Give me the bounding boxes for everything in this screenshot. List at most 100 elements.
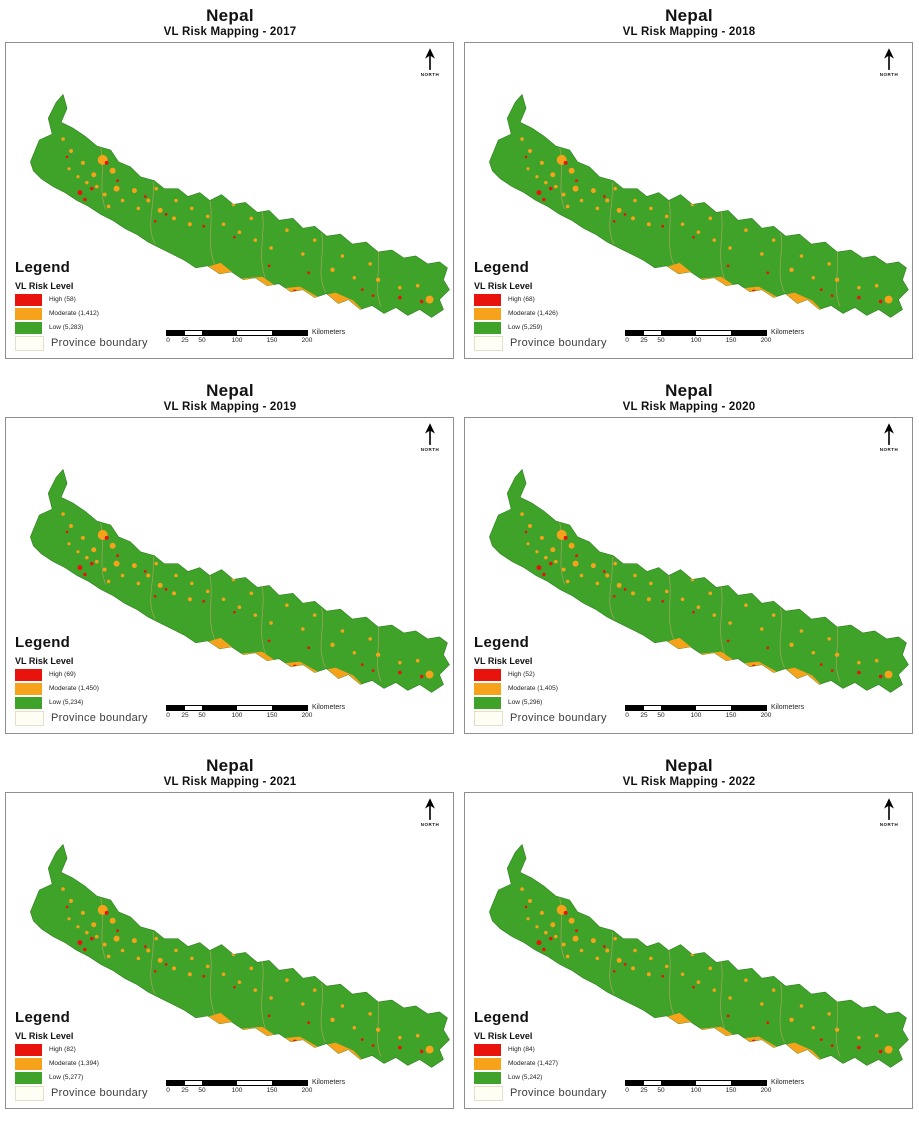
province-boundary-swatch [474,710,503,726]
map-frame: NORTH Legend VL Risk Level High (52) Mod… [464,416,913,734]
scale-tick: 25 [181,336,189,344]
scale-segment [184,330,202,335]
moderate-risk-label: Moderate (1,412) [49,310,99,318]
north-label: NORTH [420,821,440,827]
scale-tick: 50 [198,336,206,344]
low-risk-label: Low (5,242) [508,1074,543,1082]
scale-segment [272,330,307,335]
moderate-risk-label: Moderate (1,405) [508,685,558,693]
scale-segment [202,1080,237,1085]
province-boundary-label: Province boundary [51,712,148,725]
legend-item-high: High (82) [15,1043,148,1056]
moderate-risk-swatch [474,682,501,695]
north-arrow: NORTH [875,48,903,77]
north-arrow: NORTH [875,423,903,452]
scale-tick: 100 [231,711,243,719]
panel-title: Nepal [206,6,254,25]
moderate-risk-label: Moderate (1,450) [49,685,99,693]
legend-item-moderate: Moderate (1,394) [15,1057,148,1070]
legend-item-moderate: Moderate (1,426) [474,307,607,320]
low-risk-swatch [474,1071,501,1084]
scale-segment [731,330,766,335]
scale-segment [237,705,272,710]
scale-tick: 0 [166,336,170,344]
legend-item-low: Low (5,296) [474,696,607,709]
scale-bar-segments [166,329,308,336]
scale-tick: 150 [725,711,737,719]
scale-segment [184,1080,202,1085]
legend-item-moderate: Moderate (1,427) [474,1057,607,1070]
map-frame: NORTH Legend VL Risk Level High (82) Mod… [5,791,454,1109]
low-risk-label: Low (5,277) [49,1074,84,1082]
legend-heading: Legend [15,633,71,651]
map-panel-2018: Nepal VL Risk Mapping - 2018 NORTH Legen… [464,0,914,375]
province-boundary-label: Province boundary [510,337,607,350]
legend-heading: Legend [474,633,530,651]
low-risk-label: Low (5,234) [49,699,84,707]
scale-tick: 200 [301,336,313,344]
legend-item-province-boundary: Province boundary [15,710,148,726]
scale-tick: 0 [625,336,629,344]
legend-item-moderate: Moderate (1,450) [15,682,148,695]
legend-item-province-boundary: Province boundary [15,1085,148,1101]
scale-unit-label: Kilometers [771,703,805,711]
north-arrow-icon [884,798,894,820]
panel-subtitle: VL Risk Mapping - 2021 [163,775,297,788]
moderate-risk-swatch [474,1057,501,1070]
legend-heading: Legend [15,1008,71,1026]
province-boundary-swatch [474,335,503,351]
low-risk-label: Low (5,296) [508,699,543,707]
scale-segment [696,1080,731,1085]
panel-subtitle: VL Risk Mapping - 2017 [163,25,297,38]
legend-subheading: VL Risk Level [474,280,533,291]
scale-segment [202,705,237,710]
scale-segment [661,705,696,710]
legend-item-high: High (58) [15,293,148,306]
scale-tick: 50 [198,711,206,719]
legend: Legend VL Risk Level High (82) Moderate … [15,1009,148,1103]
scale-tick: 200 [301,711,313,719]
north-label: NORTH [879,446,899,452]
moderate-risk-swatch [474,307,501,320]
province-boundary-swatch [15,1085,44,1101]
moderate-risk-label: Moderate (1,394) [49,1060,99,1068]
scale-tick: 100 [690,336,702,344]
north-arrow: NORTH [416,798,444,827]
scale-segment [643,330,661,335]
low-risk-swatch [474,696,501,709]
north-label: NORTH [879,71,899,77]
legend-item-province-boundary: Province boundary [474,335,607,351]
scale-tick: 200 [760,711,772,719]
scale-segment [696,330,731,335]
legend-item-low: Low (5,242) [474,1071,607,1084]
legend-item-high: High (84) [474,1043,607,1056]
legend-item-low: Low (5,283) [15,321,148,334]
legend-item-low: Low (5,234) [15,696,148,709]
north-label: NORTH [420,446,440,452]
scale-tick: 100 [690,711,702,719]
scale-unit-label: Kilometers [312,1078,346,1086]
legend-subheading: VL Risk Level [15,280,74,291]
moderate-risk-label: Moderate (1,426) [508,310,558,318]
scale-tick: 150 [725,336,737,344]
legend-heading: Legend [474,1008,530,1026]
moderate-risk-label: Moderate (1,427) [508,1060,558,1068]
panel-subtitle: VL Risk Mapping - 2020 [622,400,756,413]
province-boundary-label: Province boundary [51,337,148,350]
scale-bar: 0 25 50 100 150 200 Kilometers [625,329,825,348]
scale-segment [237,330,272,335]
scale-segment [167,705,185,710]
scale-segment [167,1080,185,1085]
legend-subheading: VL Risk Level [15,1030,74,1041]
scale-segment [202,330,237,335]
scale-bar: 0 25 50 100 150 200 Kilometers [625,703,825,723]
map-frame: NORTH Legend VL Risk Level High (84) Mod… [464,791,913,1109]
scale-bar-segments [625,704,767,711]
scale-tick: 0 [625,1086,629,1094]
scale-tick: 150 [266,1086,278,1094]
legend: Legend VL Risk Level High (69) Moderate … [15,634,148,728]
map-frame: NORTH Legend VL Risk Level High (68) Mod… [464,41,913,359]
scale-segment [626,705,644,710]
province-boundary-label: Province boundary [51,1087,148,1100]
scale-tick: 50 [657,711,665,719]
